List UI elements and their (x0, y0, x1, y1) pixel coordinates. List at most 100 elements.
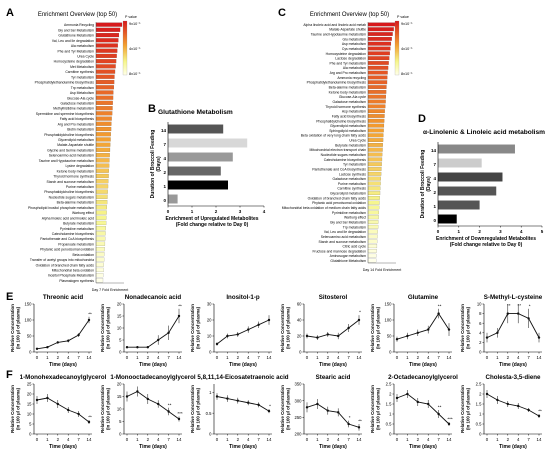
category-label: Asp Metabolism (70, 91, 94, 95)
data-point (447, 328, 451, 331)
y-axis-label-2: (in 100 µl of plasma) (106, 387, 111, 430)
y-axis-label-2: (in 100 µl of plasma) (106, 306, 111, 349)
x-tick-label: 7 (527, 355, 530, 360)
chart-b: Glutathione Metabolism 14 7 4 2 1 0 0 1 2 3 4 Enrich… (150, 109, 266, 228)
x-tick-label: 4 (247, 437, 250, 442)
category-label: Galactose metabolism (60, 101, 94, 105)
category-label: Phe and Tyr metabolism (330, 61, 367, 65)
y-tick-label: 1 (209, 390, 212, 395)
y-tick-label: 0 (119, 432, 122, 437)
x-tick-label: 4 (520, 229, 523, 234)
category-label: Lactose degradation (335, 57, 366, 61)
y-tick-label: 100 (25, 318, 33, 323)
data-point (305, 406, 309, 409)
y-tick-label: 0.5 (476, 422, 482, 427)
x-tick-label: 1 (316, 355, 319, 360)
y-tick-label: 100 (385, 318, 393, 323)
category-label: Butyrate metabolism (335, 143, 366, 147)
bar (367, 118, 385, 123)
x-tick-label: 2 (507, 437, 510, 442)
bar (367, 157, 383, 162)
x-tick-label: 4 (517, 355, 520, 360)
chart-e6: S-Methyl-L-cysteine 0 2 4 6 8 10 0 1 2 4 7 14 Time (d… (460, 294, 543, 368)
data-point (496, 398, 499, 402)
data-point (537, 414, 541, 418)
category-label: Ketone body metabolism (329, 90, 366, 94)
bar (168, 180, 228, 190)
category-label: Trp metabolism (343, 225, 366, 229)
chart-e1: Threonic acid 0 50 100 150 0 1 2 4 7 14 Time (days)… (10, 294, 92, 368)
chart-title: α-Linolenic & Linoleic acid metabolism (423, 129, 545, 136)
bar (95, 257, 105, 262)
significance-marker: * (349, 415, 351, 420)
bar (95, 85, 114, 90)
y-tick-label: 20 (117, 382, 122, 387)
panel-label-d: D (418, 113, 426, 125)
x-tick-label: 0 (486, 437, 489, 442)
chart-c: Enrichment Overview (top 50) Alpha linole… (282, 12, 413, 272)
y-axis-label-2: (in 100 µl of plasma) (286, 306, 291, 349)
bar (367, 80, 388, 85)
series-line (396, 312, 450, 340)
y-tick-label: 10 (477, 302, 482, 307)
x-tick-label: 4 (67, 437, 70, 442)
data-point (527, 317, 530, 320)
x-tick-label: 0 (126, 355, 129, 360)
data-point (77, 412, 80, 416)
legend-colorbar (122, 20, 128, 76)
significance-marker: ** (88, 311, 92, 316)
bar (168, 138, 248, 148)
x-tick-label: 1 (496, 437, 499, 442)
bar (367, 191, 381, 196)
bar (95, 79, 115, 85)
x-tick-label: 7 (347, 355, 350, 360)
bar (95, 121, 112, 126)
category-label: Thyroid hormone synthesis (325, 105, 366, 109)
bar (367, 41, 392, 46)
category-label: Plasmalogen synthesis (59, 279, 94, 283)
bar (95, 53, 117, 58)
chart-f1: 1-Monohexadecanoylglycerol 0 5 10 15 20 25 0 1 2 4… (10, 374, 107, 450)
y-tick-label: 150 (25, 302, 33, 307)
category-label: 0 (163, 198, 166, 203)
series-line (127, 315, 180, 348)
legend-colorbar (394, 20, 400, 76)
bar (95, 220, 107, 226)
category-label: Glycerolipid metabolism (58, 138, 94, 142)
data-point (136, 346, 139, 349)
y-tick-label: 2.5 (386, 382, 392, 387)
significance-marker: *** (447, 417, 453, 422)
data-point (347, 422, 350, 426)
category-label: Lysine degradation (65, 164, 94, 168)
y-tick-label: 40 (297, 318, 302, 323)
data-point (226, 334, 229, 338)
x-axis-label: Time (days) (229, 362, 257, 368)
chart-e5: Glutamine 0 50 100 150 0 1 2 4 7 14 Time (days) Rela… (370, 294, 452, 368)
data-point (46, 396, 49, 400)
chart-title: Stearic acid (316, 374, 351, 381)
category-label: Selenoamino acid metabolism (321, 235, 366, 239)
bar (95, 194, 108, 199)
significance-marker: * (269, 404, 271, 409)
x-tick-label: 0 (396, 437, 399, 442)
chart-e2: Nonadecanoic acid 0 5 10 15 20 0 1 2 4 7 14 Time (da… (100, 294, 182, 368)
bar (95, 236, 106, 241)
bar (95, 226, 106, 231)
x-axis-label: Time (days) (319, 362, 347, 368)
bar (367, 109, 385, 114)
data-point (136, 390, 139, 393)
category-label: Galactose metabolism (332, 177, 366, 181)
bar (367, 224, 379, 229)
data-point (357, 426, 361, 429)
bar (438, 200, 480, 210)
panel-label-c: C (278, 7, 286, 19)
category-label: Glycerolipid metabolism (330, 124, 366, 128)
y-tick-label: 250 (295, 415, 303, 420)
category-label: Sphingolipid metabolism (329, 129, 366, 133)
chart-e4: Sitosterol 0 20 40 60 0 1 2 4 7 14 Time (days) Relat… (280, 294, 362, 368)
category-label: Mitochondrial beta oxidation of medium c… (282, 206, 367, 210)
series-line (486, 313, 540, 339)
bar (367, 253, 377, 258)
bar (367, 27, 394, 32)
